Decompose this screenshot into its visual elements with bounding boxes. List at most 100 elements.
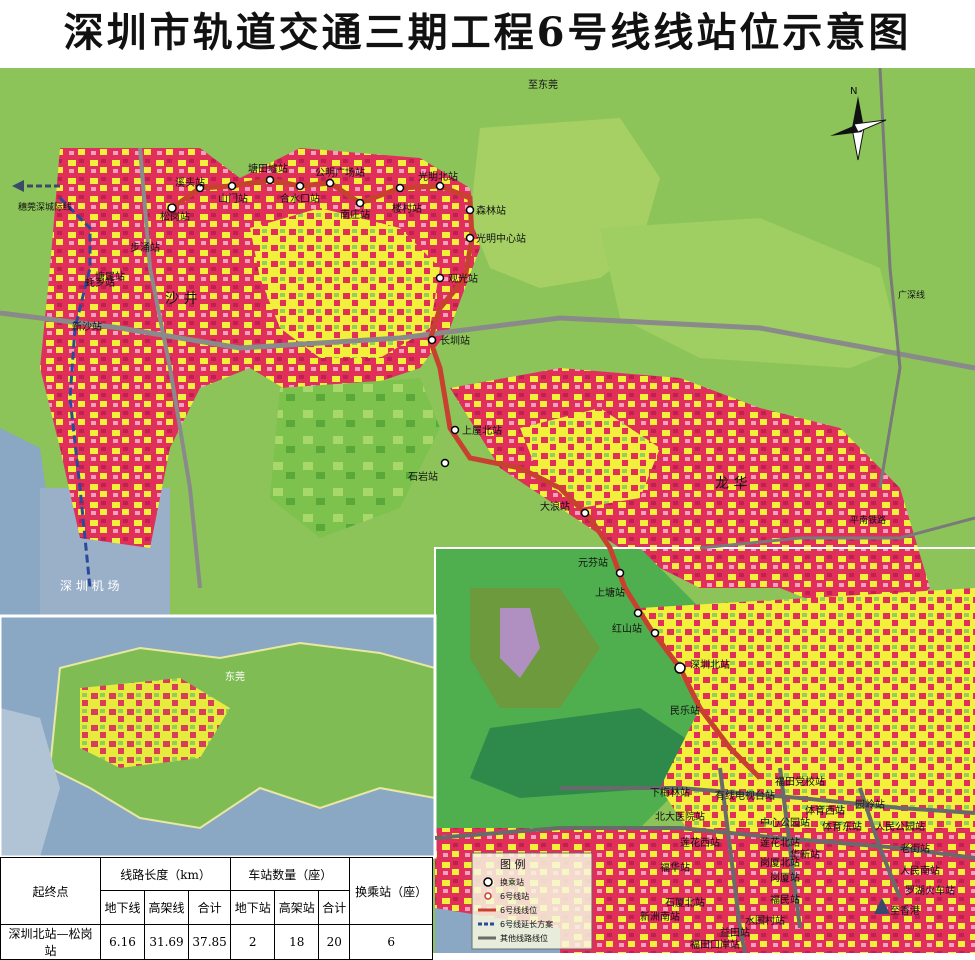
panel-border — [434, 547, 975, 616]
legend: 图 例 换乘站 6号线站 6号线线位 6号线延长方案 其他线路线位 — [471, 852, 593, 950]
line-9 — [858, 787, 902, 899]
station-label: 老街站 — [900, 842, 930, 855]
station-label: 蚝乡站 — [85, 276, 115, 289]
station-label: 下梅林站 — [650, 786, 690, 799]
station-label: 红山站 — [612, 622, 642, 635]
station-label: 新沙站 — [72, 320, 102, 333]
station-label: 岗厦站 — [770, 871, 800, 884]
expressway-2 — [138, 147, 202, 589]
compass-icon: N — [830, 86, 887, 161]
station-label: 森林站 — [476, 204, 506, 217]
station-label: 人民公园站 — [875, 820, 925, 833]
col-length: 线路长度（km） — [99, 857, 232, 891]
station-label: 大浪站 — [540, 500, 570, 513]
lake — [500, 608, 540, 678]
row-name: 深圳北站—松岗站 — [0, 924, 101, 960]
arrow-west-head — [12, 180, 24, 192]
station-label: 园岭站 — [855, 798, 885, 811]
sub-total: 合计 — [187, 890, 232, 925]
st-elevated: 18 — [274, 924, 320, 960]
station-label: 山门站 — [218, 192, 248, 205]
legend-item: 6号线站 — [500, 891, 529, 901]
info-table-panel: 起终点 线路长度（km） 车站数量（座） 换乘站（座） 地下线 高架线 合计 地… — [0, 857, 433, 960]
sub-st-underground: 地下站 — [230, 890, 276, 925]
station-label: 步涌站 — [130, 241, 160, 254]
line-extension — [58, 196, 92, 589]
st-underground: 2 — [230, 924, 276, 960]
direction-label: 至香港 — [890, 905, 920, 917]
sub-elevated: 高架线 — [144, 890, 189, 925]
station-label: 光明中心站 — [476, 232, 526, 245]
pingnan-rail — [699, 516, 975, 550]
forest-park — [470, 708, 700, 798]
direction-label: 穗莞深城际线 — [18, 201, 72, 213]
svg-text:N: N — [850, 86, 857, 97]
legend-title: 图 例 — [500, 857, 526, 871]
station-label: 石岩站 — [408, 470, 438, 483]
station-label: 中心公园站 — [760, 816, 810, 829]
line-4 — [718, 767, 747, 953]
col-stations: 车站数量（座） — [230, 857, 351, 891]
hill-east — [600, 218, 900, 368]
station-label: 福田口岸站 — [690, 938, 740, 951]
legend-item: 6号线延长方案 — [500, 919, 553, 929]
station-label: 新洲南站 — [640, 910, 680, 923]
station-label: 益田站 — [720, 926, 750, 939]
station-label: 福华站 — [660, 861, 690, 874]
sub-st-total: 合计 — [318, 890, 351, 925]
len-total: 37.85 — [187, 924, 232, 960]
line-2 — [560, 786, 975, 815]
district-label: 沙 井 — [165, 291, 197, 307]
station-label: 塘尾站 — [95, 270, 125, 283]
info-table: 起终点 线路长度（km） 车站数量（座） 换乘站（座） 地下线 高架线 合计 地… — [0, 857, 433, 960]
guangshen-rail — [878, 68, 902, 489]
station-label: 莲花北站 — [760, 836, 800, 849]
station-label: 楼村站 — [392, 202, 422, 215]
arrow-south-head — [874, 898, 890, 914]
sub-underground: 地下线 — [100, 890, 145, 925]
station-label: 福民站 — [770, 893, 800, 906]
station-label: 莲花西站 — [680, 836, 720, 849]
station-label: 溪头站 — [175, 176, 205, 189]
station-label: 北大医院站 — [655, 810, 705, 823]
station-label: 体育西站 — [805, 804, 845, 817]
station-label: 长圳站 — [440, 334, 470, 347]
station-label: 松岗站 — [160, 210, 190, 223]
len-elevated: 31.69 — [144, 924, 189, 960]
station-label: 南庄站 — [340, 208, 370, 221]
line-3 — [778, 767, 802, 929]
station-label: 罗湖火车站 — [905, 884, 955, 897]
len-underground: 6.16 — [100, 924, 145, 960]
sub-st-elevated: 高架站 — [274, 890, 320, 925]
station-label: 华新站 — [790, 848, 820, 861]
station-label: 石厦北站 — [665, 896, 705, 909]
transfer-count: 6 — [349, 924, 433, 960]
inset-sea — [0, 708, 60, 857]
station-label: 深圳北站 — [690, 658, 730, 671]
station-label: 合水口站 — [280, 192, 320, 205]
district-label: 深 圳 机 场 — [60, 579, 119, 593]
legend-item: 其他线路线位 — [500, 933, 548, 943]
station-label: 光明北站 — [418, 170, 458, 183]
station-label: 元芬站 — [578, 556, 608, 569]
expressway-1 — [0, 310, 975, 371]
station-label: 上塘站 — [595, 586, 625, 599]
map-title: 深圳市轨道交通三期工程6号线线站位示意图 — [0, 0, 975, 68]
station-label: 人民南站 — [900, 864, 940, 877]
station-label: 岗厦北站 — [760, 856, 800, 869]
col-endpoints: 起终点 — [0, 857, 101, 925]
district-label: 龙 华 — [715, 476, 747, 492]
col-transfer: 换乘站（座） — [349, 857, 433, 925]
inset-label-dongguan: 东莞 — [225, 670, 245, 683]
station-label: 民乐站 — [670, 704, 700, 717]
urban-guangming — [250, 208, 440, 358]
station-label: 观光站 — [448, 272, 478, 285]
station-label: 福田党校站 — [775, 775, 825, 788]
line6-stations — [167, 175, 686, 674]
station-label: 公明广场站 — [315, 166, 365, 179]
route-map: 东莞 松岗站 溪头站 山门站 塘田墟站 合水口站 公明广场站 南庄站 楼村站 光… — [0, 68, 975, 953]
direction-label: 至东莞 — [528, 78, 558, 91]
direction-label: 广深线 — [898, 289, 925, 301]
station-label: 体育东站 — [822, 820, 862, 833]
st-total: 20 — [318, 924, 351, 960]
